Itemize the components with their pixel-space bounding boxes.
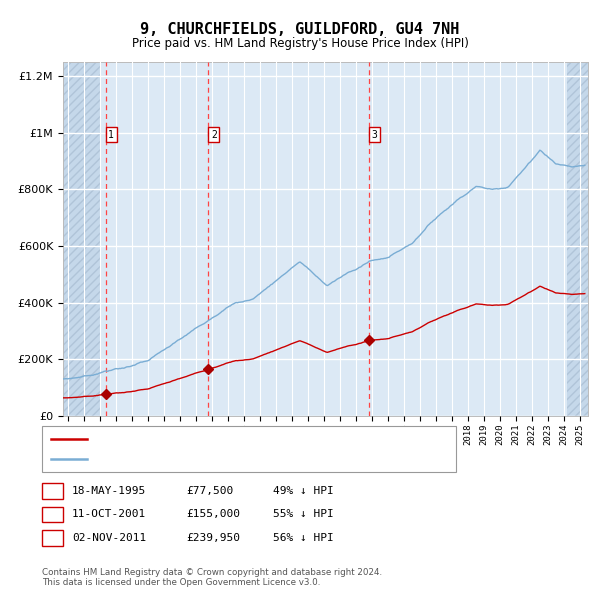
Text: 55% ↓ HPI: 55% ↓ HPI	[273, 510, 334, 519]
Text: 2: 2	[211, 130, 217, 139]
Bar	[567, 62, 588, 416]
Text: 02-NOV-2011: 02-NOV-2011	[72, 533, 146, 543]
Text: 2: 2	[49, 510, 56, 519]
Text: 1: 1	[49, 486, 56, 496]
Text: 1: 1	[108, 130, 114, 139]
Text: Contains HM Land Registry data © Crown copyright and database right 2024.
This d: Contains HM Land Registry data © Crown c…	[42, 568, 382, 587]
Text: 18-MAY-1995: 18-MAY-1995	[72, 486, 146, 496]
Text: £155,000: £155,000	[186, 510, 240, 519]
Text: 3: 3	[372, 130, 377, 139]
Text: £239,950: £239,950	[186, 533, 240, 543]
Text: 56% ↓ HPI: 56% ↓ HPI	[273, 533, 334, 543]
Text: HPI: Average price, detached house, Guildford: HPI: Average price, detached house, Guil…	[94, 454, 376, 464]
Text: 9, CHURCHFIELDS, GUILDFORD, GU4 7NH: 9, CHURCHFIELDS, GUILDFORD, GU4 7NH	[140, 22, 460, 37]
Text: Price paid vs. HM Land Registry's House Price Index (HPI): Price paid vs. HM Land Registry's House …	[131, 37, 469, 50]
Text: 11-OCT-2001: 11-OCT-2001	[72, 510, 146, 519]
Text: 49% ↓ HPI: 49% ↓ HPI	[273, 486, 334, 496]
Text: 9, CHURCHFIELDS, GUILDFORD, GU4 7NH (detached house): 9, CHURCHFIELDS, GUILDFORD, GU4 7NH (det…	[94, 434, 419, 444]
Bar	[63, 62, 100, 416]
Text: £77,500: £77,500	[186, 486, 233, 496]
Text: 3: 3	[49, 533, 56, 543]
